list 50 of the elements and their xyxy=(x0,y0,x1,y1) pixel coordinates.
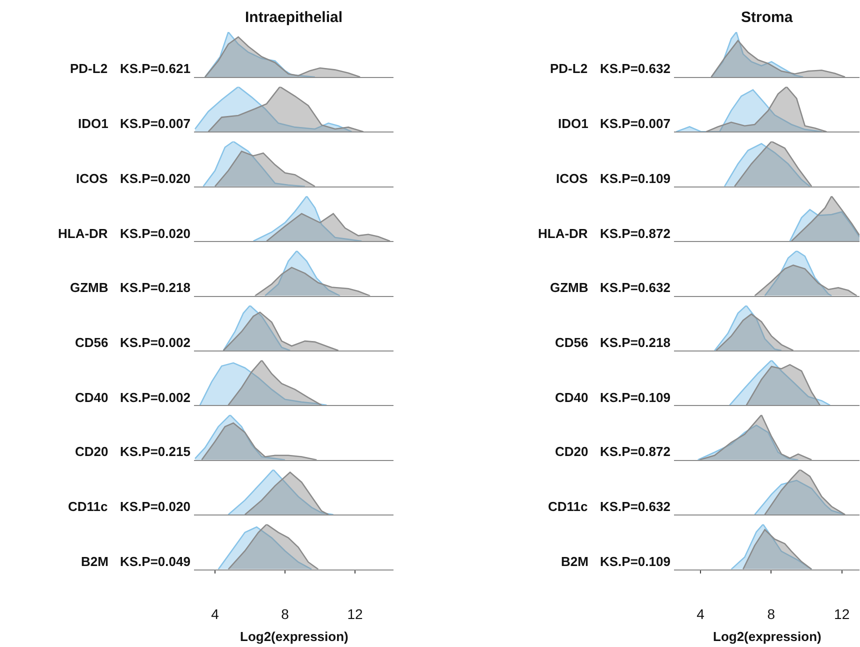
text: KS.P=0.020 xyxy=(120,499,190,514)
text: KS.P=0.020 xyxy=(120,226,190,241)
text: KS.P=0.007 xyxy=(120,116,190,131)
text: KS.P=0.020 xyxy=(120,171,190,186)
text: KS.P=0.109 xyxy=(600,390,670,405)
y-axis-title: CD40 xyxy=(555,390,588,405)
y-axis-title: GZMB xyxy=(550,280,588,295)
chart-title: Stroma xyxy=(741,9,794,26)
text: KS.P=0.109 xyxy=(600,171,670,186)
y-axis-title: CD11c xyxy=(548,499,588,514)
x-tick-label: 8 xyxy=(281,606,290,622)
y-axis-title: CD40 xyxy=(75,390,108,405)
text: KS.P=0.872 xyxy=(600,226,670,241)
y-axis-title: CD20 xyxy=(75,444,108,459)
x-axis-title: Log2(expression) xyxy=(240,629,348,644)
y-axis-title: B2M xyxy=(561,554,588,569)
y-axis-title: HLA-DR xyxy=(58,226,108,241)
y-axis-title: CD11c xyxy=(68,499,108,514)
text: KS.P=0.002 xyxy=(120,335,190,350)
chart-title: Intraepithelial xyxy=(245,9,343,26)
y-axis-title: IDO1 xyxy=(78,116,108,131)
text: KS.P=0.218 xyxy=(600,335,670,350)
y-axis-title: CD20 xyxy=(555,444,588,459)
y-axis-title: CD56 xyxy=(555,335,588,350)
y-axis-title: B2M xyxy=(81,554,108,569)
y-axis-title: IDO1 xyxy=(558,116,588,131)
text: KS.P=0.872 xyxy=(600,444,670,459)
y-axis-title: CD56 xyxy=(75,335,108,350)
x-axis-title: Log2(expression) xyxy=(713,629,822,644)
x-tick-label: 4 xyxy=(696,606,705,622)
text: KS.P=0.632 xyxy=(600,499,670,514)
text: KS.P=0.621 xyxy=(120,61,190,76)
y-axis-title: ICOS xyxy=(76,171,108,186)
x-tick-label: 12 xyxy=(834,606,850,622)
text: KS.P=0.632 xyxy=(600,61,670,76)
text: KS.P=0.218 xyxy=(120,280,190,295)
y-axis-title: GZMB xyxy=(70,280,108,295)
text: KS.P=0.632 xyxy=(600,280,670,295)
x-tick-label: 12 xyxy=(347,606,363,622)
y-axis-title: HLA-DR xyxy=(538,226,588,241)
y-axis-title: ICOS xyxy=(556,171,588,186)
x-tick-label: 4 xyxy=(211,606,220,622)
text: KS.P=0.109 xyxy=(600,554,670,569)
x-tick-label: 8 xyxy=(767,606,776,622)
text: KS.P=0.215 xyxy=(120,444,190,459)
text: KS.P=0.007 xyxy=(600,116,670,131)
text: KS.P=0.049 xyxy=(120,554,190,569)
text: KS.P=0.002 xyxy=(120,390,190,405)
y-axis-title: PD-L2 xyxy=(70,61,108,76)
y-axis-title: PD-L2 xyxy=(550,61,588,76)
